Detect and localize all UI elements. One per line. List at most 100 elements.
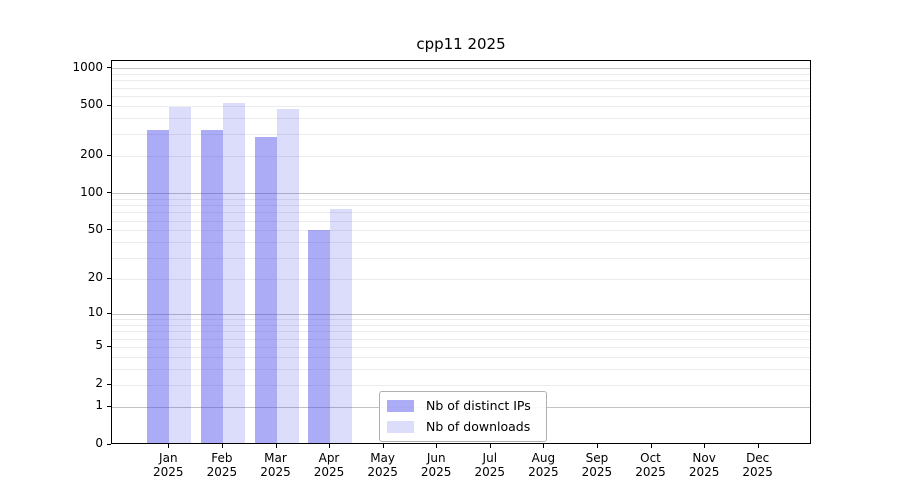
- y-tick: [107, 67, 111, 69]
- x-tick-month: Sep: [585, 451, 609, 465]
- gridline-minor: [112, 319, 810, 321]
- x-tick-year: 2025: [153, 465, 184, 479]
- gridline-minor: [112, 384, 810, 386]
- gridline-minor: [112, 346, 810, 348]
- x-tick-month: Aug: [531, 451, 556, 465]
- gridline-minor: [112, 324, 810, 326]
- bar-nb-of-distinct-ips-apr: [308, 230, 330, 443]
- gridline-minor: [112, 96, 810, 97]
- bar-nb-of-downloads-jan: [169, 107, 192, 443]
- y-tick: [107, 383, 111, 385]
- x-tick: [704, 444, 706, 448]
- x-tick-month: Jun: [426, 451, 446, 465]
- y-tick-label: 0: [95, 436, 103, 450]
- gridline-minor: [112, 198, 810, 200]
- gridline-minor: [112, 205, 810, 207]
- chart-title: cpp11 2025: [416, 35, 506, 53]
- x-tick-label-feb: Feb 2025: [194, 451, 250, 479]
- y-tick-label: 2: [95, 376, 103, 391]
- x-tick-label-nov: Nov 2025: [676, 451, 732, 479]
- gridline-minor: [112, 331, 810, 333]
- y-tick: [107, 104, 111, 106]
- x-tick-label-jan: Jan 2025: [140, 451, 196, 479]
- x-tick-year: 2025: [313, 465, 345, 479]
- y-tick-label: 20: [87, 270, 103, 285]
- legend: Nb of distinct IPs Nb of downloads: [379, 391, 547, 442]
- bar-nb-of-distinct-ips-jan: [147, 130, 170, 443]
- x-tick: [489, 444, 491, 448]
- y-tick: [107, 345, 111, 347]
- bar-nb-of-downloads-feb: [222, 102, 245, 443]
- legend-item-downloads: Nb of downloads: [387, 419, 538, 434]
- y-tick-label: 10: [87, 305, 103, 320]
- bar-nb-of-downloads-mar: [276, 109, 299, 443]
- y-tick-label: 50: [87, 221, 103, 236]
- gridline-minor: [112, 369, 810, 370]
- gridline-minor: [112, 230, 810, 232]
- bar-nb-of-distinct-ips-mar: [254, 136, 277, 443]
- y-tick-label: 500: [80, 97, 103, 112]
- x-tick-year: 2025: [367, 465, 398, 479]
- gridline-minor: [112, 242, 810, 244]
- x-tick: [382, 444, 384, 448]
- gridline-minor: [112, 220, 810, 222]
- x-tick-year: 2025: [688, 465, 720, 479]
- y-tick-label: 1: [95, 398, 103, 413]
- x-tick-label-apr: Apr 2025: [301, 451, 357, 479]
- gridline-minor: [112, 278, 810, 280]
- y-tick-label: 1000: [72, 59, 103, 74]
- x-tick-month: Oct: [640, 451, 661, 465]
- x-tick: [757, 444, 759, 448]
- x-tick-label-dec: Dec 2025: [730, 451, 786, 479]
- y-tick: [107, 405, 111, 407]
- x-tick-month: Nov: [692, 451, 716, 465]
- x-tick: [168, 444, 170, 448]
- gridline-minor: [112, 212, 810, 214]
- x-tick-year: 2025: [635, 465, 666, 479]
- x-tick-label-oct: Oct 2025: [623, 451, 679, 479]
- y-tick: [107, 312, 111, 314]
- x-tick: [275, 444, 277, 448]
- x-tick-year: 2025: [581, 465, 613, 479]
- gridline-major: [112, 68, 810, 70]
- gridline-minor: [112, 118, 810, 120]
- x-tick: [329, 444, 330, 448]
- y-tick-label: 100: [80, 184, 103, 199]
- x-tick-month: Dec: [746, 451, 770, 465]
- y-tick: [107, 154, 111, 156]
- y-tick: [107, 229, 111, 231]
- x-tick-month: Jul: [482, 451, 498, 465]
- gridline-major: [112, 193, 810, 195]
- x-tick-year: 2025: [260, 465, 291, 479]
- x-tick: [543, 444, 545, 448]
- x-tick-year: 2025: [206, 465, 238, 479]
- legend-label-downloads: Nb of downloads: [426, 419, 531, 434]
- legend-swatch-distinct-ips: [387, 399, 414, 412]
- x-tick-month: May: [370, 451, 395, 465]
- x-tick-year: 2025: [474, 465, 506, 479]
- bar-nb-of-downloads-apr: [330, 208, 352, 443]
- x-tick-month: Apr: [318, 451, 340, 465]
- gridline-minor: [112, 133, 810, 135]
- gridline-minor: [112, 155, 810, 157]
- bar-nb-of-distinct-ips-feb: [200, 130, 223, 443]
- x-tick-label-sep: Sep 2025: [569, 451, 625, 479]
- x-tick-year: 2025: [420, 465, 452, 479]
- legend-item-distinct-ips: Nb of distinct IPs: [387, 398, 538, 413]
- gridline-minor: [112, 338, 810, 340]
- gridline-minor: [112, 356, 810, 358]
- gridline-minor: [112, 74, 810, 75]
- x-tick-month: Mar: [264, 451, 287, 465]
- plot-area: Nb of distinct IPs Nb of downloads: [111, 60, 811, 444]
- gridline-minor: [112, 105, 810, 107]
- x-tick-label-jun: Jun 2025: [408, 451, 464, 479]
- x-tick: [436, 444, 438, 448]
- x-tick-month: Feb: [211, 451, 233, 465]
- x-tick-year: 2025: [742, 465, 773, 479]
- y-tick: [107, 443, 111, 445]
- x-tick: [650, 444, 652, 448]
- x-tick-label-may: May 2025: [355, 451, 411, 479]
- legend-swatch-downloads: [387, 420, 414, 433]
- y-tick: [107, 277, 111, 279]
